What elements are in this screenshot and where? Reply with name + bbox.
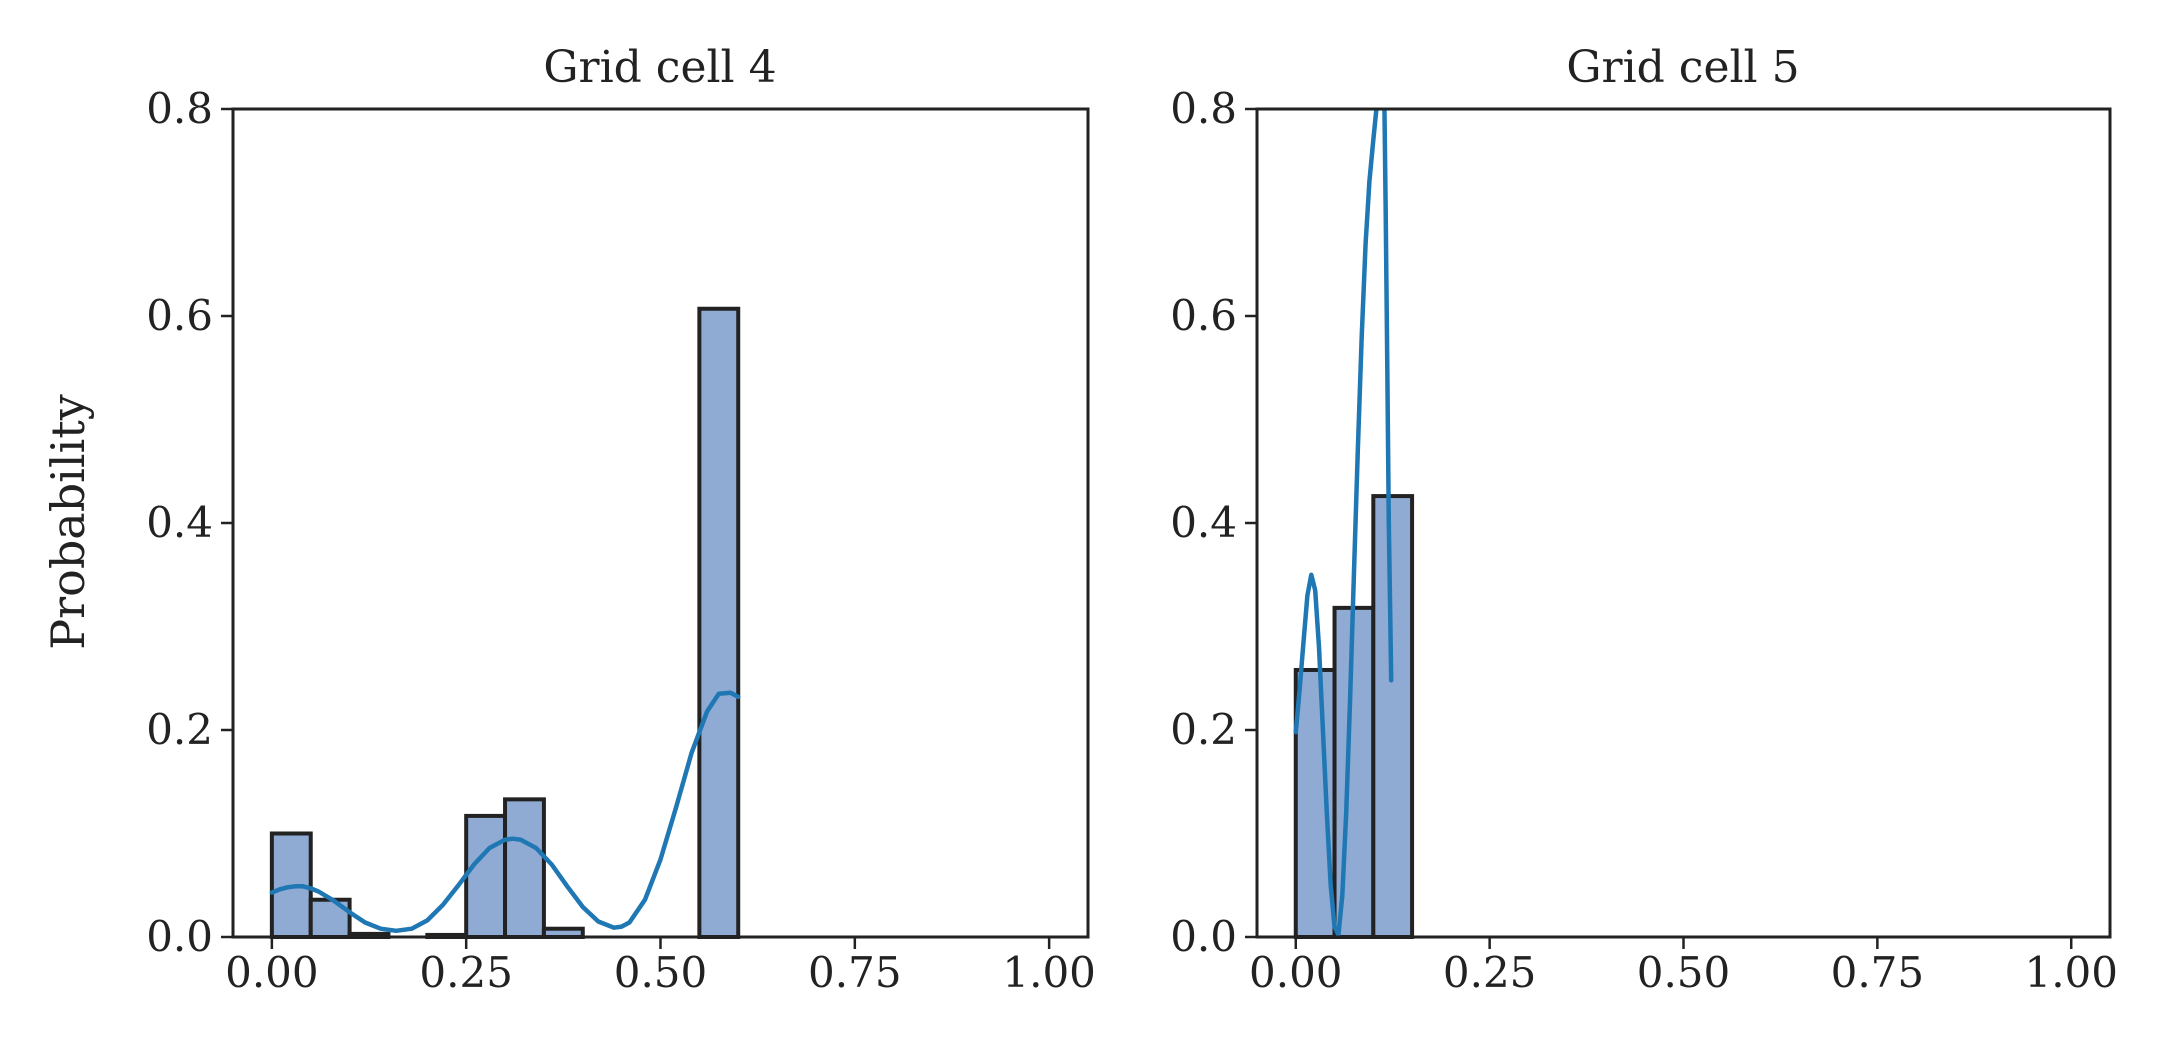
kde-curve bbox=[269, 690, 741, 934]
x-tick-label: 0.50 bbox=[1637, 948, 1731, 997]
x-tick-label: 0.25 bbox=[419, 948, 513, 997]
y-tick-label: 0.6 bbox=[146, 291, 213, 340]
y-axis-label: Probability bbox=[41, 394, 95, 650]
axes-frame bbox=[1255, 107, 2112, 939]
y-tick-label: 0.8 bbox=[146, 84, 213, 133]
kde-curve-tail bbox=[1382, 109, 1394, 683]
histogram-bar bbox=[1293, 667, 1337, 939]
y-tick-label: 0.4 bbox=[146, 498, 213, 547]
y-tick-label: 0.0 bbox=[146, 912, 213, 961]
axis-ticks: 0.00 0.25 0.50 0.75 1.00 0.0 0.2 0.4 0.6 0.8 bbox=[146, 84, 1096, 997]
histogram-bar bbox=[1332, 605, 1376, 939]
y-tick-label: 0.4 bbox=[1170, 498, 1237, 547]
kde-curve bbox=[1293, 109, 1379, 937]
x-tick-label: 0.75 bbox=[808, 948, 902, 997]
y-tick-label: 0.0 bbox=[1170, 912, 1237, 961]
histogram-panel-grid-cell-5: Grid cell 5 0.00 0.25 0.50 0.75 1.000.00.20.… bbox=[1170, 42, 2118, 997]
panel-title: Grid cell 5 bbox=[1566, 42, 1799, 93]
histogram-bar bbox=[503, 797, 546, 939]
y-tick-label: 0.8 bbox=[1170, 84, 1237, 133]
kde-curves bbox=[1293, 109, 1394, 937]
histogram-bar bbox=[1371, 494, 1415, 939]
panel-title: Grid cell 4 bbox=[543, 42, 776, 93]
histogram-bar bbox=[464, 813, 508, 940]
x-tick-label: 0.50 bbox=[614, 948, 708, 997]
axis-ticks: 0.00 0.25 0.50 0.75 1.00 0.0 0.2 0.4 0.6 0.8 bbox=[1170, 84, 2118, 997]
axes-frame bbox=[231, 107, 1090, 939]
y-tick-label: 0.2 bbox=[1170, 705, 1237, 754]
kde-curves bbox=[269, 690, 741, 934]
x-tick-label: 0.00 bbox=[1249, 948, 1343, 997]
y-tick-label: 0.2 bbox=[146, 705, 213, 754]
histogram-panel-grid-cell-4: Grid cell 4 0.00 0.25 0.50 0.75 1.000.00.20.… bbox=[146, 42, 1096, 997]
histogram-bar bbox=[697, 306, 741, 939]
x-tick-label: 0.00 bbox=[225, 948, 319, 997]
x-tick-label: 0.75 bbox=[1831, 948, 1925, 997]
x-tick-label: 0.25 bbox=[1443, 948, 1537, 997]
x-tick-label: 1.00 bbox=[1002, 948, 1096, 997]
y-tick-label: 0.6 bbox=[1170, 291, 1237, 340]
x-tick-label: 1.00 bbox=[2024, 948, 2118, 997]
histogram-bars bbox=[269, 306, 741, 940]
